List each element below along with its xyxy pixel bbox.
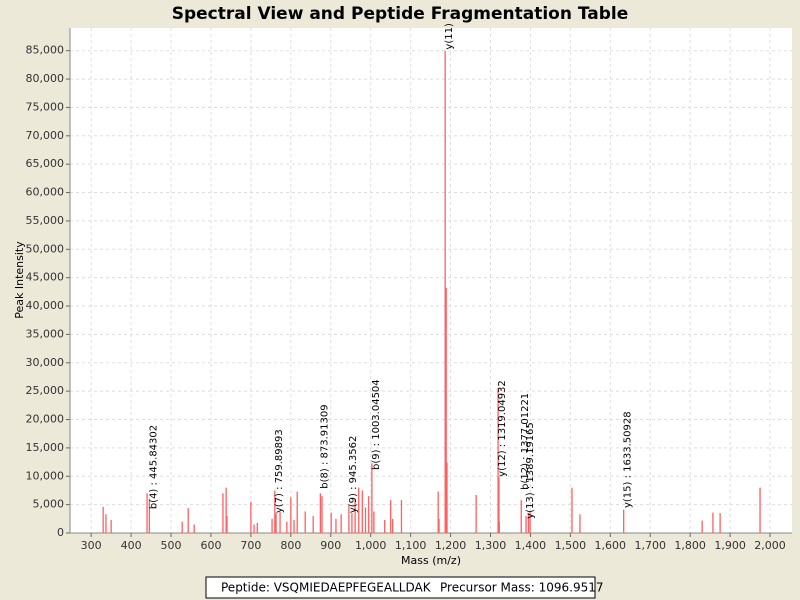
y-tick-label: 55,000 (26, 214, 65, 227)
x-tick-label: 500 (161, 539, 182, 552)
x-tick-label: 800 (280, 539, 301, 552)
precursor-mass: Precursor Mass: 1096.9517 (440, 581, 604, 595)
y-tick-label: 30,000 (26, 356, 65, 369)
y-tick-label: 80,000 (26, 72, 65, 85)
y-tick-label: 15,000 (26, 441, 65, 454)
peak-annotation: y(11) (444, 23, 455, 50)
y-tick-label: 45,000 (26, 271, 65, 284)
y-tick-label: 70,000 (26, 129, 65, 142)
peak-annotation: y(12) : 1319.04932 (497, 380, 508, 477)
footer-box (205, 576, 596, 599)
y-tick-label: 60,000 (26, 186, 65, 199)
x-tick-label: 2,000 (754, 539, 786, 552)
plot-area (70, 28, 792, 533)
peak-annotation: b(12) : 1377.01221 (520, 393, 531, 490)
peak-annotation: y(13) : 1389.19165 (525, 422, 536, 519)
x-tick-label: 400 (121, 539, 142, 552)
x-tick-label: 1,800 (674, 539, 706, 552)
y-tick-label: 75,000 (26, 100, 65, 113)
chart-title: Spectral View and Peptide Fragmentation … (172, 4, 629, 24)
x-tick-label: 900 (320, 539, 341, 552)
y-tick-label: 35,000 (26, 327, 65, 340)
x-tick-label: 600 (200, 539, 221, 552)
y-tick-label: 5,000 (33, 498, 65, 511)
y-tick-label: 85,000 (26, 44, 65, 57)
peak-annotation: y(7) : 759.89893 (274, 429, 285, 513)
peak-annotation: y(9) : 945.3562 (348, 436, 359, 514)
peptide: Peptide: VSQMIEDAEPFEGEALLDAK (221, 581, 432, 595)
x-tick-label: 1,300 (475, 539, 507, 552)
y-tick-label: 50,000 (26, 242, 65, 255)
y-tick-label: 10,000 (26, 469, 65, 482)
x-tick-label: 300 (81, 539, 102, 552)
x-tick-label: 700 (240, 539, 261, 552)
x-tick-label: 1,100 (395, 539, 427, 552)
x-tick-label: 1,200 (435, 539, 467, 552)
y-tick-label: 40,000 (26, 299, 65, 312)
peak-annotation: b(9) : 1003.04504 (371, 379, 382, 470)
y-tick-label: 20,000 (26, 413, 65, 426)
x-axis-label: Mass (m/z) (401, 554, 461, 567)
peak-annotation: y(15) : 1633.50928 (623, 411, 634, 508)
y-tick-label: 0 (57, 526, 64, 539)
x-tick-label: 1,600 (595, 539, 627, 552)
y-tick-label: 25,000 (26, 384, 65, 397)
x-tick-label: 1,700 (634, 539, 666, 552)
x-tick-label: 1,000 (355, 539, 387, 552)
y-tick-label: 65,000 (26, 157, 65, 170)
x-tick-label: 1,500 (555, 539, 587, 552)
peak-annotation: b(4) : 445.84302 (148, 425, 159, 509)
x-tick-label: 1,400 (515, 539, 547, 552)
y-axis-label: Peak Intensity (13, 241, 26, 319)
x-tick-label: 1,900 (714, 539, 746, 552)
peak-annotation: b(8) : 873.91309 (319, 404, 330, 488)
